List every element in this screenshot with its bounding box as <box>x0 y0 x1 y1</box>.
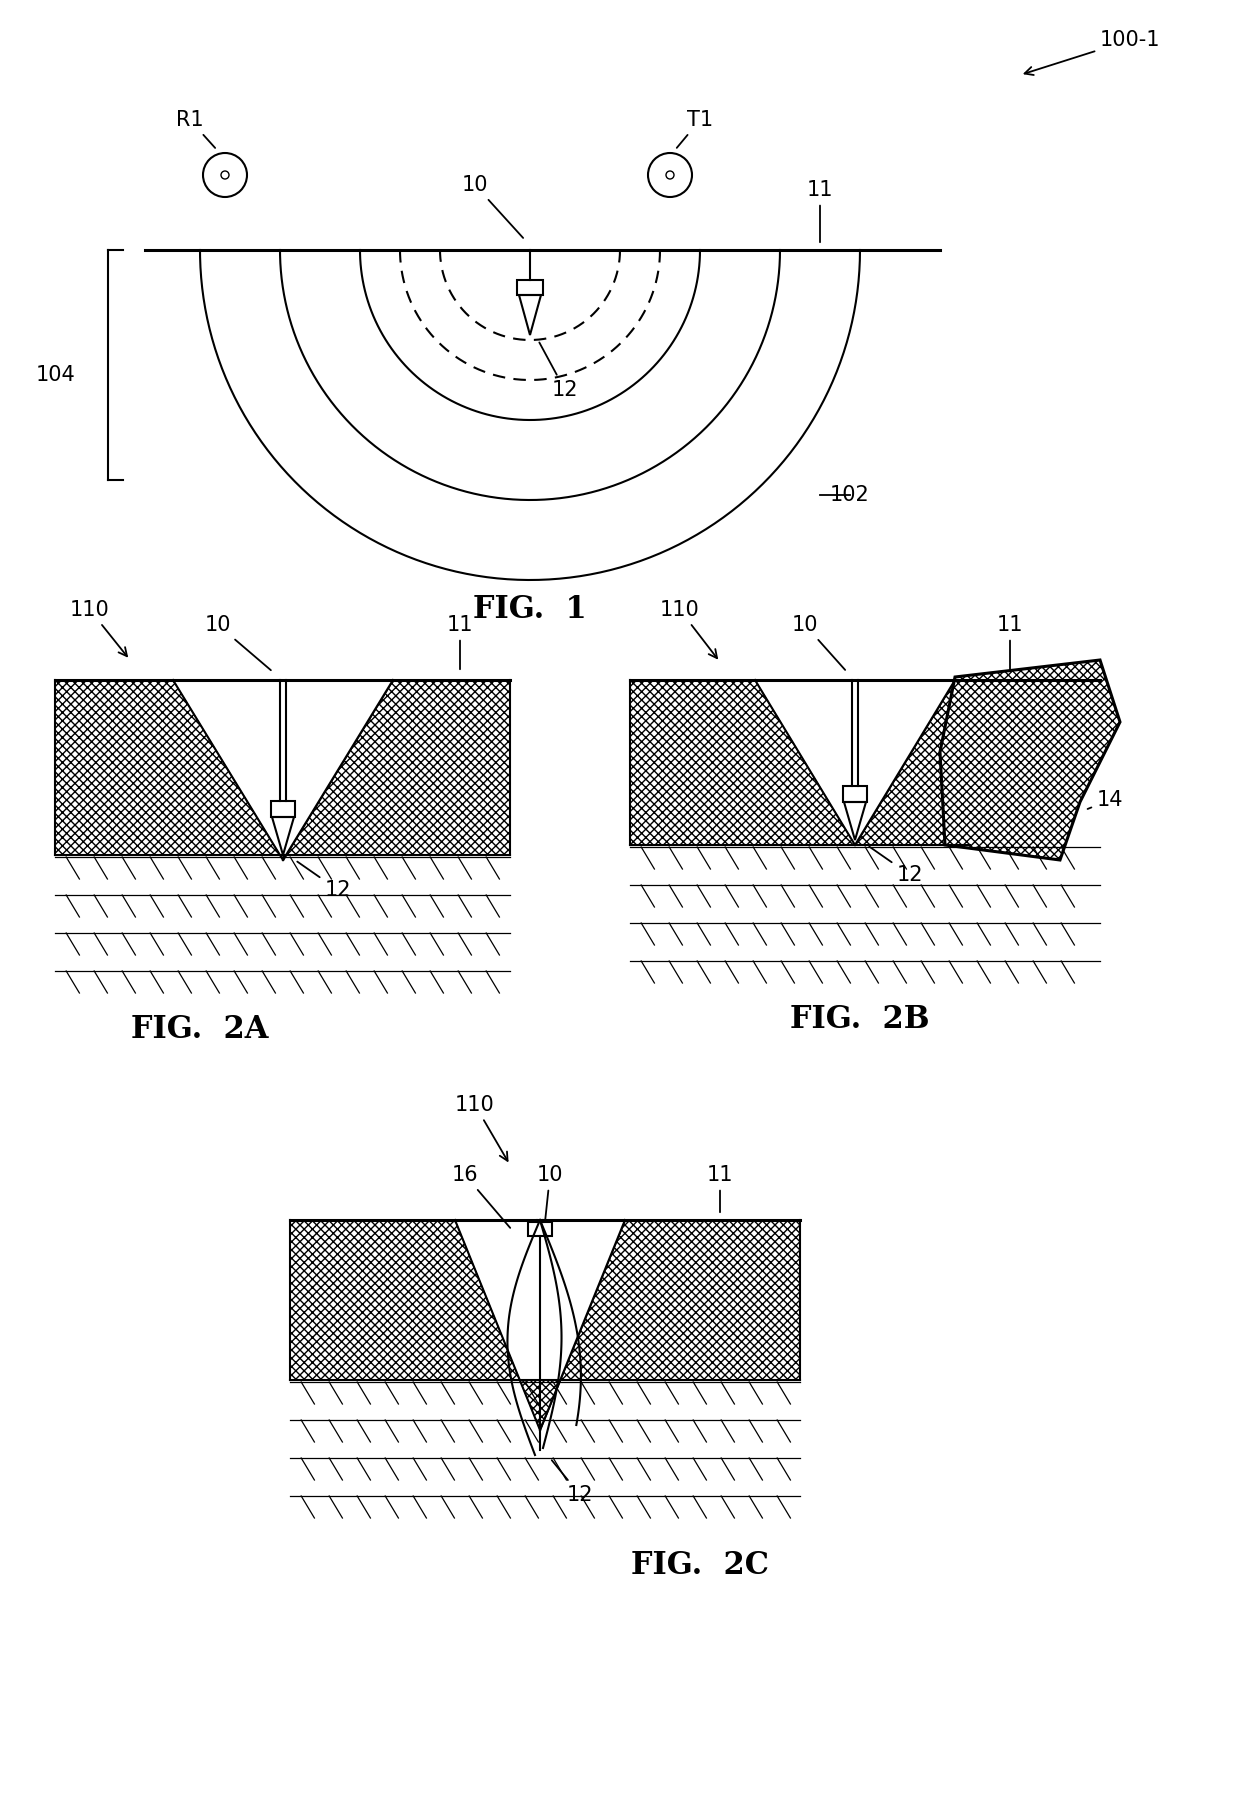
Text: 12: 12 <box>298 862 351 899</box>
Text: 110: 110 <box>71 600 126 657</box>
Polygon shape <box>539 1221 800 1431</box>
Text: FIG.  2A: FIG. 2A <box>131 1014 269 1045</box>
Text: 10: 10 <box>205 616 270 670</box>
Text: 10: 10 <box>537 1165 563 1219</box>
Polygon shape <box>283 680 510 860</box>
Polygon shape <box>55 680 283 860</box>
Text: R1: R1 <box>176 109 216 147</box>
Text: 14: 14 <box>1087 790 1123 810</box>
Text: 102: 102 <box>830 485 870 504</box>
Text: FIG.  2C: FIG. 2C <box>631 1549 769 1581</box>
Text: 11: 11 <box>807 180 833 242</box>
Text: 16: 16 <box>451 1165 510 1228</box>
Text: FIG.  1: FIG. 1 <box>474 594 587 625</box>
Bar <box>517 280 543 294</box>
Bar <box>843 786 867 802</box>
Text: 12: 12 <box>869 847 924 885</box>
Text: 11: 11 <box>997 616 1023 670</box>
Text: 10: 10 <box>461 174 523 239</box>
Text: FIG.  2B: FIG. 2B <box>790 1005 930 1036</box>
Text: 100-1: 100-1 <box>1024 31 1161 75</box>
Text: 10: 10 <box>792 616 846 670</box>
Bar <box>528 1222 552 1237</box>
Polygon shape <box>856 680 970 845</box>
Polygon shape <box>940 661 1120 860</box>
Text: 11: 11 <box>446 616 474 670</box>
Text: 12: 12 <box>552 1459 593 1504</box>
Text: 12: 12 <box>539 343 578 400</box>
Text: 110: 110 <box>660 600 717 659</box>
Text: 110: 110 <box>455 1095 507 1161</box>
Text: 11: 11 <box>707 1165 733 1212</box>
Polygon shape <box>630 680 856 845</box>
Text: T1: T1 <box>677 109 713 147</box>
Bar <box>272 801 295 817</box>
Text: 104: 104 <box>35 364 74 384</box>
Polygon shape <box>290 1221 539 1431</box>
